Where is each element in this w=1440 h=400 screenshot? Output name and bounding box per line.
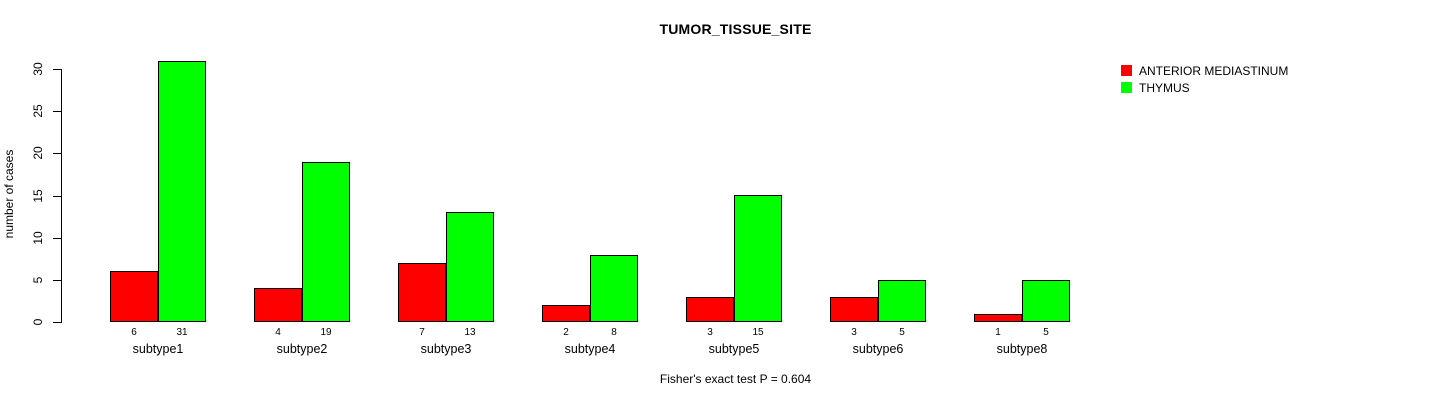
category-label: subtype6: [852, 342, 904, 356]
bar-count-label: 19: [320, 327, 332, 338]
y-axis-tick: [53, 195, 62, 197]
category-label: subtype8: [996, 342, 1048, 356]
bar-count-label: 2: [563, 327, 569, 338]
chart-title: TUMOR_TISSUE_SITE: [659, 21, 812, 37]
y-axis-tick: [53, 237, 62, 239]
bar-count-label: 6: [131, 327, 137, 338]
legend-swatch-green-icon: [1121, 82, 1132, 93]
y-axis-tick-label: 15: [31, 188, 45, 203]
bar-anterior-mediastinum: [254, 288, 302, 322]
legend-item-anterior-mediastinum: ANTERIOR MEDIASTINUM: [1121, 62, 1288, 79]
y-axis-tick-label: 30: [31, 62, 45, 76]
bar-count-label: 15: [752, 327, 764, 338]
legend-label: THYMUS: [1139, 80, 1190, 95]
bar-count-label: 3: [851, 327, 857, 338]
bar-count-label: 5: [899, 327, 905, 338]
bar-count-label: 1: [995, 327, 1001, 338]
category-label: subtype5: [708, 342, 760, 356]
bar-count-label: 3: [707, 327, 713, 338]
category-label: subtype3: [420, 342, 472, 356]
bar-thymus: [1022, 280, 1070, 322]
bar-anterior-mediastinum: [974, 314, 1022, 322]
legend-label: ANTERIOR MEDIASTINUM: [1139, 63, 1289, 78]
bar-thymus: [302, 162, 350, 322]
category-label: subtype1: [132, 342, 184, 356]
bar-thymus: [734, 195, 782, 322]
bar-count-label: 4: [275, 327, 281, 338]
bar-anterior-mediastinum: [686, 297, 734, 322]
bar-thymus: [158, 61, 206, 322]
legend: ANTERIOR MEDIASTINUM THYMUS: [1121, 62, 1288, 96]
y-axis-label: number of cases: [2, 149, 16, 239]
y-axis-tick: [53, 69, 62, 70]
bar-thymus: [590, 255, 638, 322]
bar-count-label: 31: [176, 327, 188, 338]
bar-anterior-mediastinum: [830, 297, 878, 322]
y-axis-tick-label: 10: [31, 230, 45, 245]
bar-anterior-mediastinum: [110, 271, 158, 322]
bar-anterior-mediastinum: [542, 305, 590, 322]
y-axis-tick: [53, 322, 62, 323]
bar-count-label: 13: [464, 327, 476, 338]
fisher-test-note: Fisher's exact test P = 0.604: [659, 372, 812, 386]
legend-swatch-red-icon: [1121, 65, 1132, 76]
bar-count-label: 8: [611, 327, 617, 338]
category-label: subtype4: [564, 342, 616, 356]
y-axis-tick: [53, 279, 62, 281]
y-axis-tick: [53, 153, 62, 155]
y-axis-tick: [53, 111, 62, 113]
bar-anterior-mediastinum: [398, 263, 446, 322]
y-axis-tick-label: 5: [31, 276, 45, 284]
legend-item-thymus: THYMUS: [1121, 79, 1288, 96]
category-label: subtype2: [276, 342, 328, 356]
bar-thymus: [878, 280, 926, 322]
bar-count-label: 7: [419, 327, 425, 338]
bar-count-label: 5: [1043, 327, 1049, 338]
y-axis-tick-label: 0: [31, 318, 45, 326]
y-axis-tick-label: 20: [31, 146, 45, 161]
bar-thymus: [446, 212, 494, 322]
y-axis-tick-label: 25: [31, 104, 45, 118]
